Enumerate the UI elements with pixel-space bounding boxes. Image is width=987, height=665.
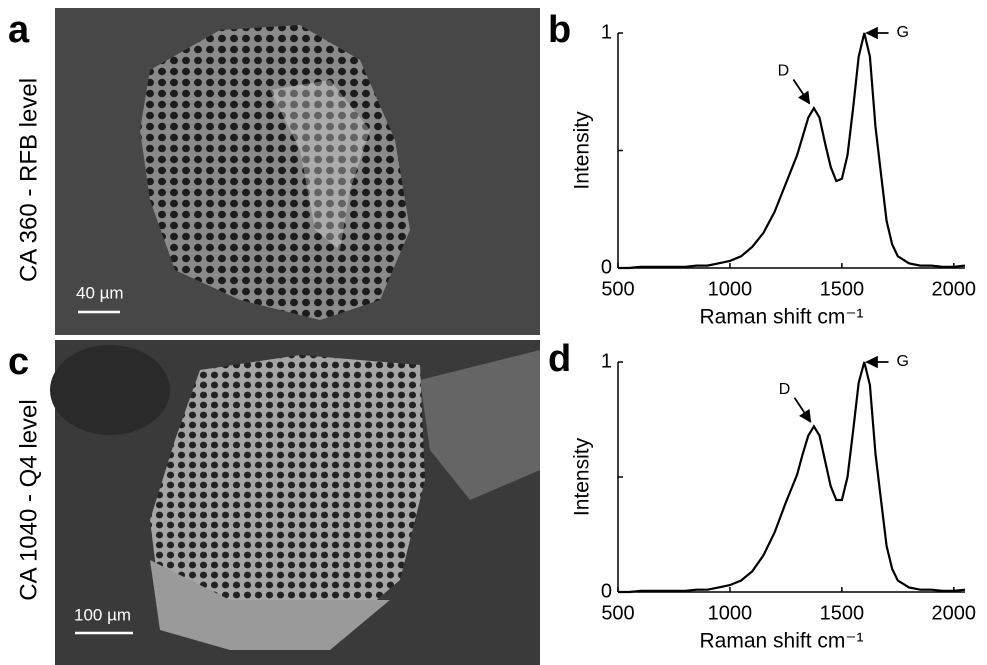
row-label: CA 360 - RFB level	[15, 78, 42, 282]
panel-label: d	[548, 338, 571, 380]
y-tick-label: 0	[601, 580, 612, 602]
sem-image-c	[50, 340, 540, 665]
x-tick-label: 1000	[708, 602, 753, 624]
annotation: G	[896, 24, 908, 41]
y-tick-label: 0	[601, 256, 612, 278]
annotation-arrow	[792, 79, 811, 105]
x-tick-label: 1500	[820, 278, 865, 300]
y-tick-label: 1	[601, 350, 612, 372]
panel-label: c	[8, 341, 29, 383]
x-axis-label: Raman shift cm⁻¹	[700, 630, 864, 653]
row-label: CA 1040 - Q4 level	[15, 399, 42, 600]
y-tick-label: 1	[601, 21, 612, 43]
x-tick-label: 2000	[932, 278, 977, 300]
x-tick-label: 500	[601, 602, 634, 624]
x-tick-label: 1000	[708, 278, 753, 300]
scale-bar-label: 40 µm	[76, 283, 124, 302]
x-axis-label: Raman shift cm⁻¹	[700, 306, 864, 329]
annotation: G	[896, 353, 908, 370]
x-tick-label: 1500	[820, 602, 865, 624]
panel-label: b	[548, 9, 571, 51]
y-axis-label: Intensity	[571, 437, 594, 516]
panel-label: a	[8, 9, 30, 51]
x-tick-label: 2000	[932, 602, 977, 624]
x-tick-label: 500	[601, 278, 634, 300]
y-axis-label: Intensity	[571, 111, 594, 190]
annotation-arrow	[793, 397, 812, 423]
spectrum-line	[618, 32, 966, 270]
scale-bar-label: 100 µm	[74, 605, 131, 624]
sem-image-a	[55, 8, 540, 335]
annotation: D	[778, 63, 790, 80]
annotation: D	[779, 381, 791, 398]
spectrum-line	[618, 361, 966, 594]
